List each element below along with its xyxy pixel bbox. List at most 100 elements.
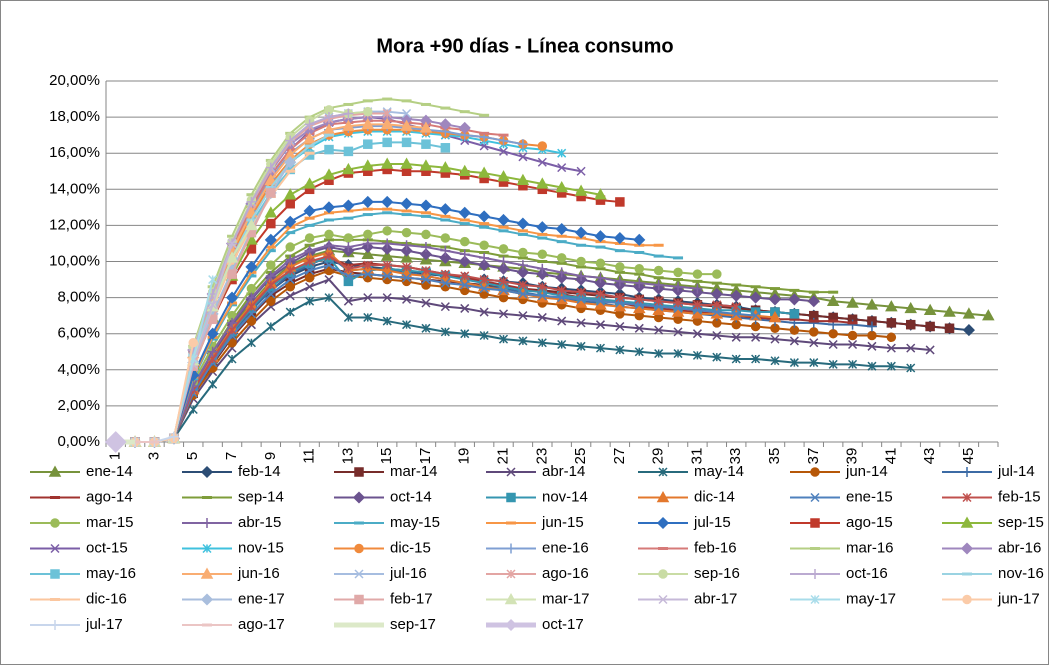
legend-label: dic-14	[694, 488, 735, 505]
marker	[246, 292, 257, 303]
marker	[576, 294, 586, 304]
marker	[343, 276, 354, 287]
marker	[731, 354, 741, 364]
legend-label: jul-14	[997, 463, 1035, 480]
marker	[537, 157, 547, 167]
marker	[266, 280, 276, 290]
marker	[498, 135, 509, 146]
x-tick-label: 9	[262, 452, 279, 460]
marker	[285, 307, 295, 317]
marker	[653, 279, 664, 290]
marker	[421, 323, 431, 333]
marker	[576, 341, 586, 351]
marker	[227, 354, 237, 364]
legend-label: feb-16	[694, 539, 737, 556]
marker	[285, 282, 295, 292]
marker	[885, 300, 898, 312]
marker	[518, 280, 528, 290]
marker	[498, 244, 509, 254]
marker	[517, 139, 528, 150]
marker	[768, 310, 782, 323]
marker	[594, 188, 607, 200]
legend-marker	[354, 569, 364, 579]
marker	[613, 231, 626, 245]
marker	[421, 265, 431, 276]
marker	[343, 242, 354, 253]
marker	[614, 276, 625, 287]
marker	[497, 170, 510, 182]
marker	[557, 148, 567, 158]
legend-label: may-17	[846, 590, 896, 607]
marker	[225, 251, 239, 263]
marker	[654, 349, 664, 359]
marker	[266, 296, 276, 306]
legend-label: abr-15	[238, 514, 281, 531]
x-tick-label: 1	[107, 452, 124, 460]
marker	[731, 332, 741, 342]
marker	[768, 293, 782, 306]
marker	[634, 263, 645, 274]
marker	[305, 256, 315, 267]
marker	[283, 188, 297, 200]
marker	[906, 343, 916, 353]
marker	[517, 260, 528, 271]
series	[104, 431, 127, 453]
marker	[380, 157, 394, 169]
marker	[246, 283, 257, 294]
marker	[828, 359, 838, 369]
marker	[595, 272, 606, 283]
legend-marker	[504, 592, 518, 605]
marker	[227, 238, 237, 248]
marker	[923, 303, 937, 315]
marker	[440, 245, 451, 256]
x-tick-label: 41	[882, 448, 899, 465]
legend-label: nov-14	[542, 488, 588, 505]
marker	[479, 275, 489, 285]
legend-label: jul-15	[693, 514, 731, 531]
marker	[400, 157, 413, 169]
marker	[266, 218, 276, 229]
legend-label: ene-17	[238, 590, 285, 607]
marker	[634, 347, 644, 357]
marker	[303, 204, 316, 218]
marker	[962, 307, 976, 319]
marker	[518, 289, 528, 299]
marker	[886, 332, 897, 343]
legend-label: abr-16	[998, 539, 1041, 556]
marker	[615, 321, 625, 332]
marker	[479, 240, 489, 251]
marker	[848, 359, 858, 369]
marker	[363, 312, 373, 322]
legend-label: sep-16	[694, 565, 740, 582]
x-tick-label: 19	[456, 448, 473, 465]
marker	[537, 282, 547, 292]
marker	[361, 117, 375, 130]
marker	[828, 328, 838, 339]
legend-label: jun-17	[997, 590, 1040, 607]
marker	[188, 404, 198, 415]
marker	[440, 269, 450, 279]
marker	[343, 312, 353, 322]
marker	[382, 108, 392, 119]
marker	[536, 221, 549, 234]
legend-marker	[506, 543, 516, 554]
marker	[246, 338, 256, 348]
marker	[712, 352, 722, 362]
marker	[788, 293, 801, 306]
marker	[342, 119, 355, 131]
marker	[304, 150, 315, 160]
legend-marker	[354, 543, 364, 554]
marker	[380, 249, 394, 261]
marker	[809, 358, 819, 368]
marker	[305, 282, 315, 292]
marker	[712, 300, 722, 310]
marker	[710, 287, 723, 301]
marker	[692, 350, 702, 360]
y-tick-label: 4,00%	[57, 361, 100, 378]
marker	[400, 197, 413, 210]
marker	[324, 293, 334, 303]
marker	[322, 168, 336, 180]
marker	[595, 320, 606, 330]
marker	[615, 262, 625, 272]
marker	[285, 198, 295, 209]
